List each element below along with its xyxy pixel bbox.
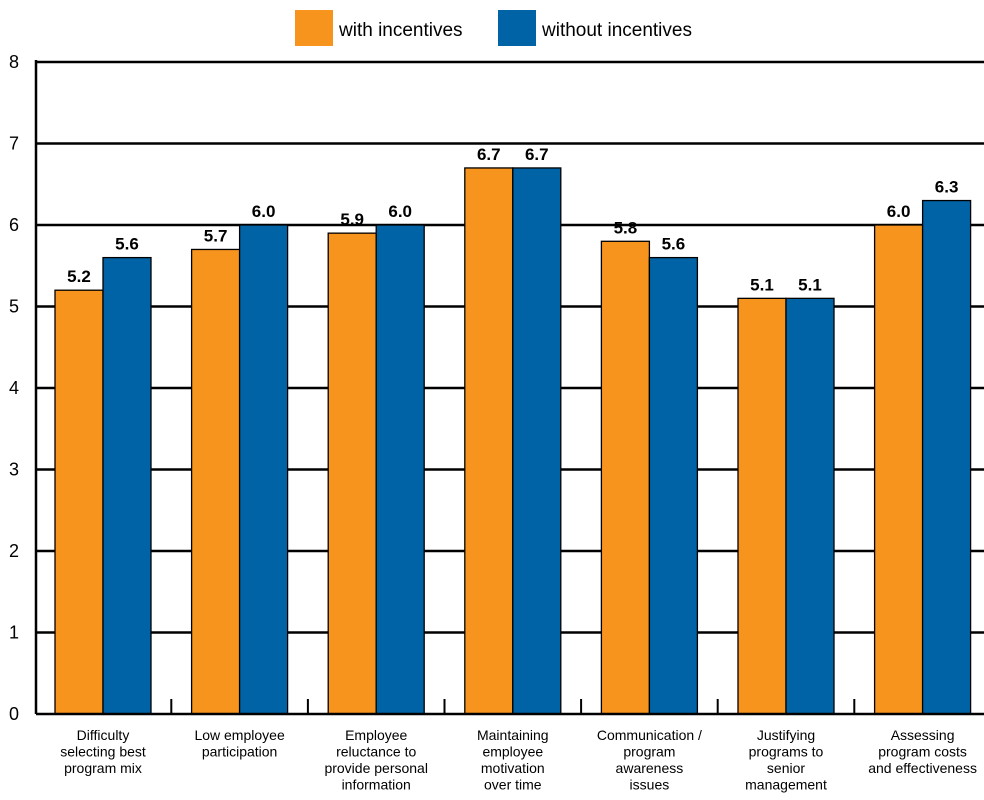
category-label: Communication / program awareness issues: [597, 727, 702, 793]
category-label-line: awareness: [616, 760, 684, 776]
y-tick-label: 1: [9, 623, 19, 643]
bars: [54, 167, 972, 715]
data-label: 6.7: [525, 145, 549, 164]
y-tick-label: 2: [9, 541, 19, 561]
data-label: 5.7: [204, 226, 228, 245]
category-label-line: employee: [482, 744, 543, 760]
category-label-line: Maintaining: [477, 727, 549, 743]
data-label: 6.0: [252, 202, 276, 221]
category-label: Low employee participation: [194, 727, 284, 760]
data-label: 5.8: [614, 218, 638, 237]
y-tick-label: 4: [9, 378, 19, 398]
y-tick-label: 5: [9, 297, 19, 317]
legend-label-1: with incentives: [338, 20, 463, 41]
bar-with-7: [873, 224, 924, 715]
category-label-line: management: [745, 777, 827, 793]
category-label: Assessing program costs and effectiveness: [868, 727, 977, 776]
category-label: Difficulty selecting best program mix: [60, 727, 146, 776]
category-label-line: program costs: [878, 744, 967, 760]
axes: [34, 60, 984, 716]
data-label: 6.3: [935, 178, 959, 197]
category-label-line: Assessing: [891, 727, 955, 743]
bar-without-1: [102, 256, 152, 715]
category-label-line: program: [623, 744, 675, 760]
data-label: 6.0: [887, 202, 911, 221]
category-label-line: senior: [767, 760, 805, 776]
labels: 5.2 5.7 5.9 6.7 5.8 5.1 6.0 5.6 6.0 6.0 6.7 5.6 5.1 6…: [9, 52, 977, 793]
bar-with-5: [600, 240, 651, 715]
data-label: 5.1: [750, 275, 774, 294]
category-label-line: issues: [630, 777, 670, 793]
data-label: 5.6: [662, 235, 686, 254]
category-label-line: selecting best: [60, 744, 146, 760]
category-label-line: and effectiveness: [868, 760, 977, 776]
category-label-line: Justifying: [757, 727, 815, 743]
y-tick-label: 8: [9, 52, 19, 72]
y-tick-label: 6: [9, 215, 19, 235]
category-label-line: Difficulty: [77, 727, 130, 743]
category-label-line: Communication /: [597, 727, 702, 743]
category-label-line: over time: [484, 777, 542, 793]
data-label: 6.7: [477, 145, 501, 164]
legend-swatch-2: [498, 10, 536, 46]
bar-with-3: [327, 232, 377, 715]
y-tick-label: 7: [9, 134, 19, 154]
bar-without-7: [921, 199, 972, 715]
category-label: Justifying programs to senior management: [745, 727, 827, 793]
bar-with-1: [54, 289, 104, 715]
bar-with-6: [737, 297, 787, 715]
legend: with incentives without incentives: [295, 10, 692, 46]
category-label-line: programs to: [749, 744, 824, 760]
category-label-line: Low employee: [194, 727, 284, 743]
bar-without-3: [375, 224, 425, 715]
bar-without-2: [238, 224, 289, 715]
bar-without-4: [512, 167, 562, 715]
category-label-line: program mix: [64, 760, 142, 776]
category-label-line: provide personal: [324, 760, 428, 776]
y-tick-label: 0: [9, 704, 19, 724]
category-label-line: reluctance to: [336, 744, 416, 760]
category-label: Maintaining employee motivation over time: [477, 727, 549, 793]
data-label: 5.2: [67, 267, 91, 286]
bar-without-6: [785, 297, 835, 715]
y-tick-label: 3: [9, 460, 19, 480]
bar-without-5: [648, 256, 699, 715]
category-label-line: information: [342, 777, 411, 793]
data-label: 6.0: [388, 202, 412, 221]
category-label-line: participation: [202, 744, 278, 760]
data-label: 5.6: [115, 235, 139, 254]
category-label-line: motivation: [481, 760, 545, 776]
bar-with-2: [190, 248, 241, 715]
category-label: Employee reluctance to provide personal inf…: [324, 727, 428, 793]
legend-swatch-1: [295, 10, 333, 46]
bar-with-4: [464, 167, 514, 715]
data-label: 5.1: [798, 275, 822, 294]
legend-label-2: without incentives: [541, 20, 692, 41]
category-label-line: Employee: [345, 727, 407, 743]
data-label: 5.9: [340, 210, 364, 229]
